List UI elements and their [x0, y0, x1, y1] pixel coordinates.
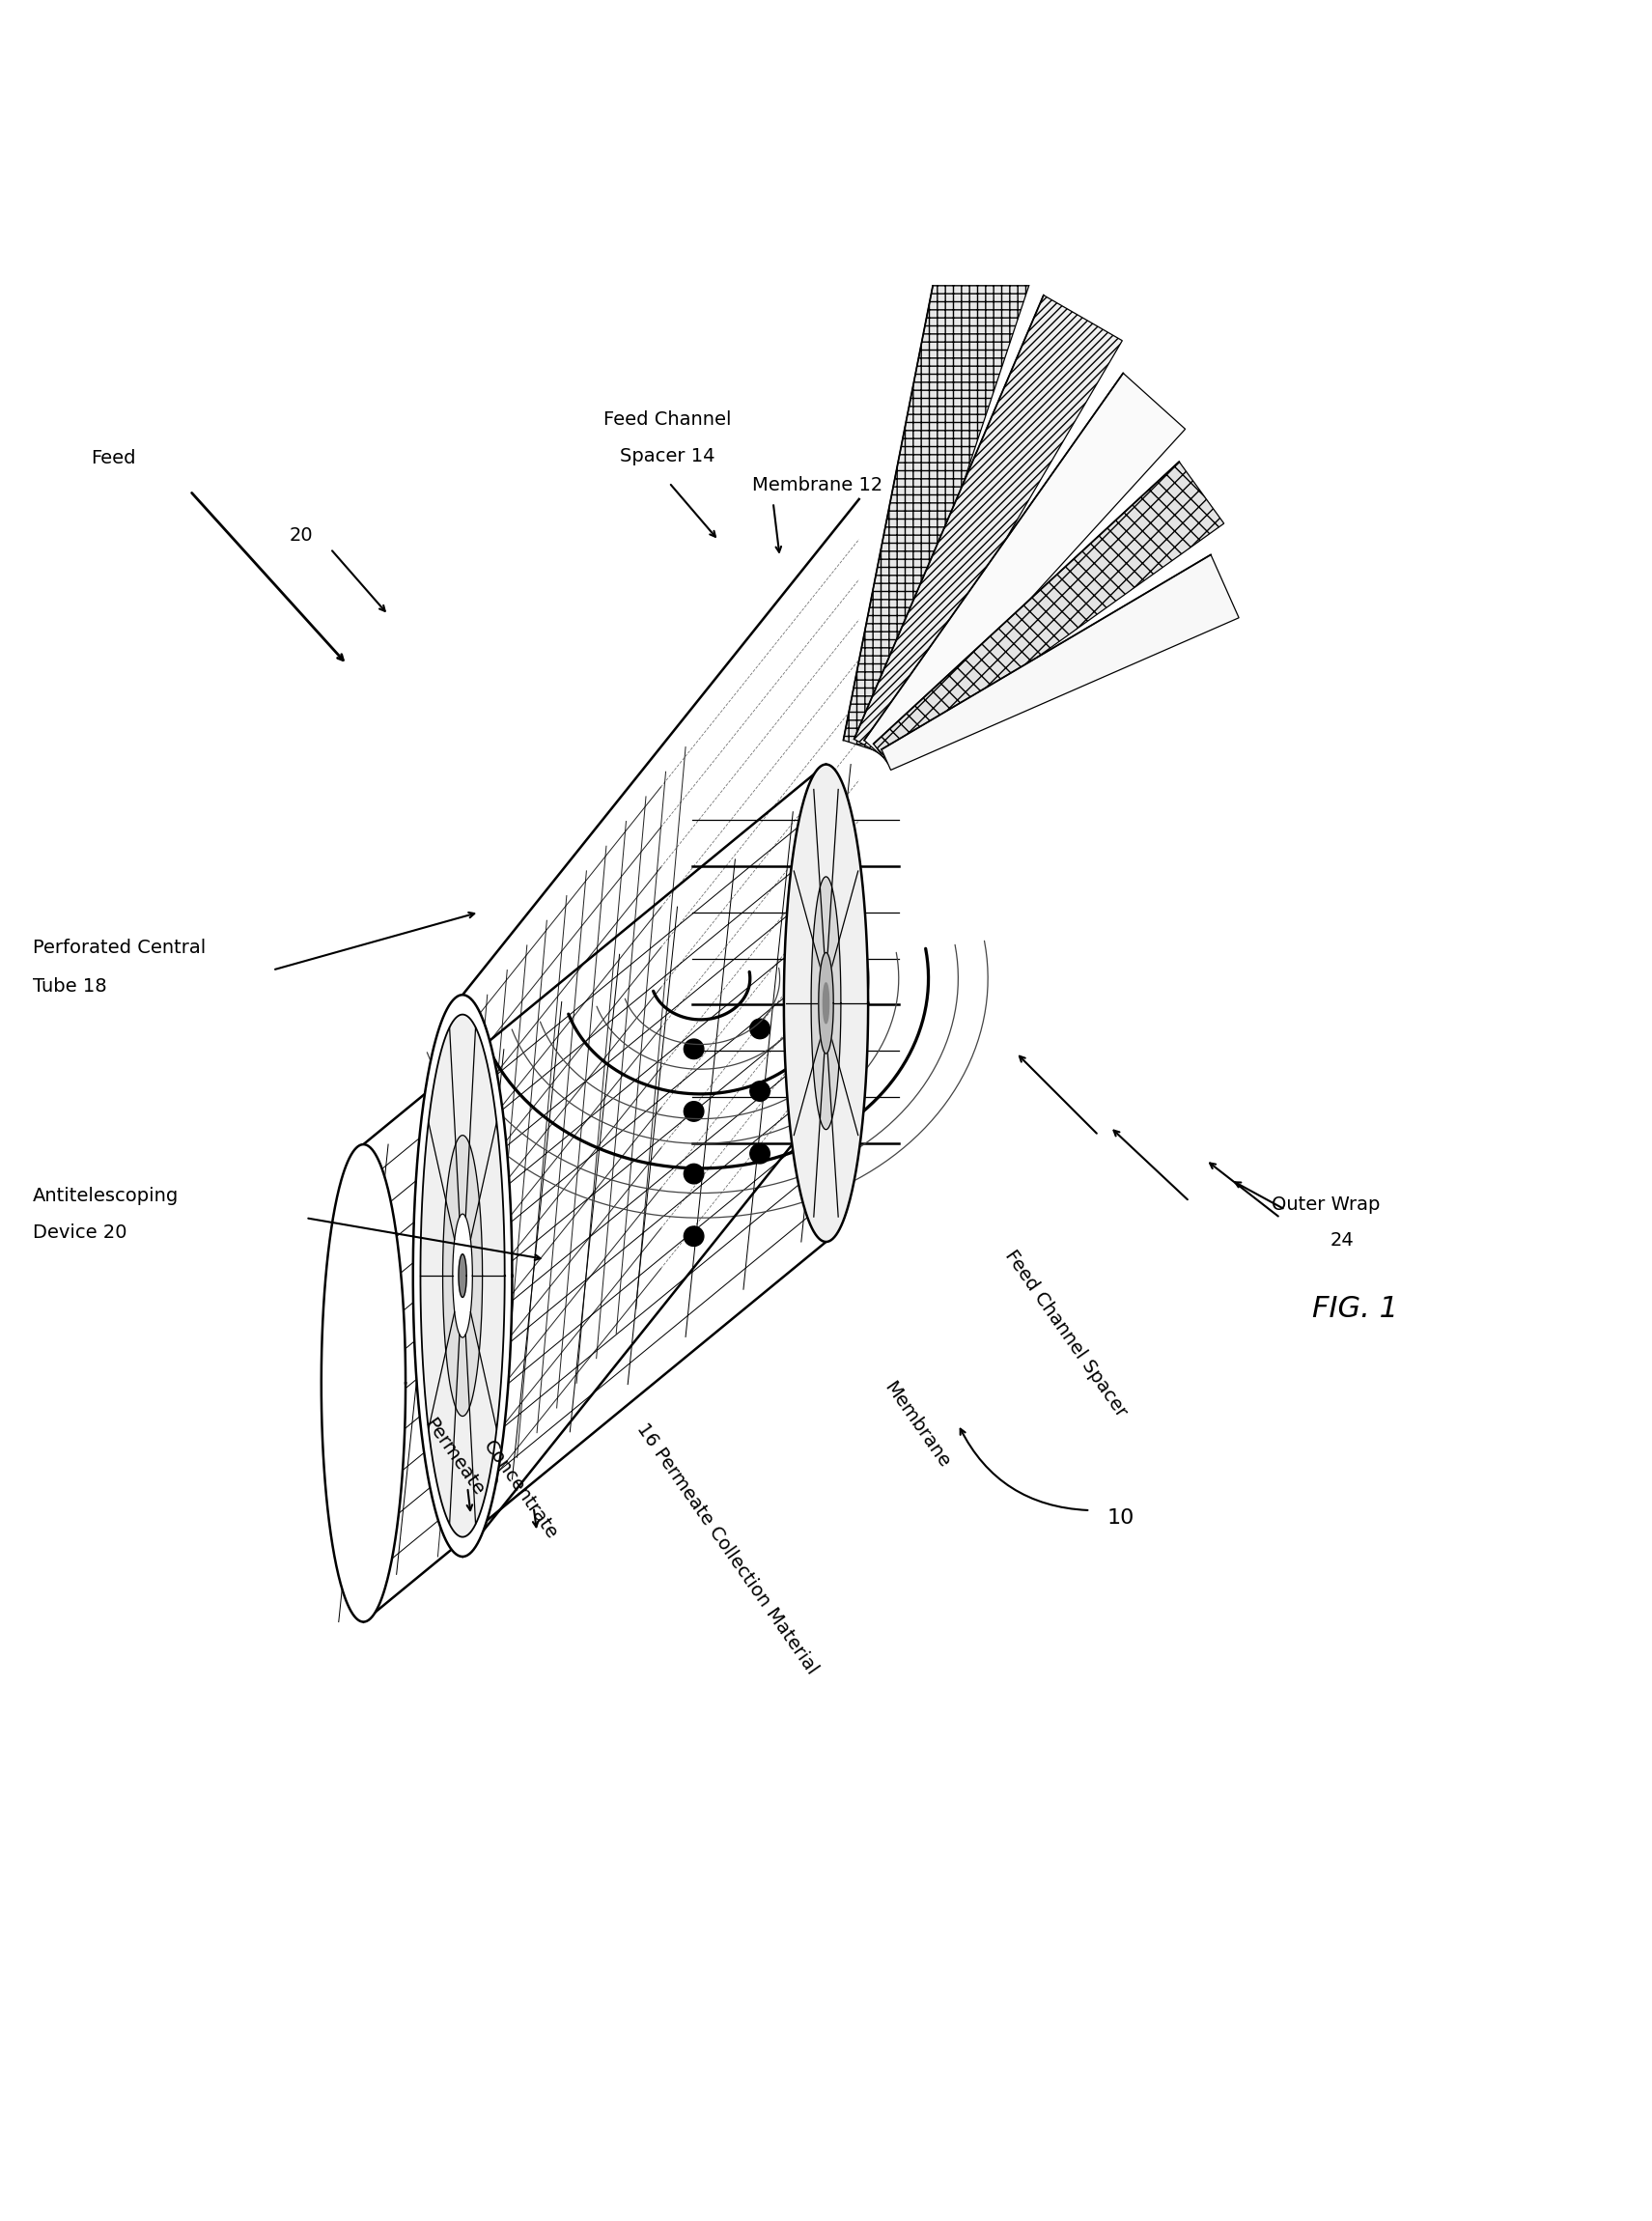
- Circle shape: [684, 1102, 704, 1122]
- Text: Membrane: Membrane: [881, 1377, 953, 1470]
- Polygon shape: [874, 462, 1224, 764]
- Text: Device 20: Device 20: [33, 1224, 127, 1242]
- Text: Antitelescoping: Antitelescoping: [33, 1186, 178, 1206]
- Polygon shape: [453, 1215, 472, 1337]
- Polygon shape: [811, 877, 841, 1130]
- Polygon shape: [314, 764, 876, 1621]
- Circle shape: [684, 1039, 704, 1059]
- Circle shape: [750, 1082, 770, 1102]
- Text: Feed Channel Spacer: Feed Channel Spacer: [1001, 1246, 1130, 1421]
- Text: Feed: Feed: [91, 449, 135, 466]
- Text: Tube 18: Tube 18: [33, 977, 107, 995]
- Polygon shape: [785, 764, 869, 1242]
- Polygon shape: [421, 1015, 506, 1537]
- Circle shape: [684, 1226, 704, 1246]
- Polygon shape: [819, 953, 833, 1053]
- Polygon shape: [459, 1255, 466, 1297]
- Text: Spacer 14: Spacer 14: [620, 446, 715, 464]
- Text: Perforated Central: Perforated Central: [33, 939, 206, 957]
- Text: 20: 20: [289, 526, 312, 544]
- Text: Membrane 12: Membrane 12: [752, 478, 882, 495]
- Text: 24: 24: [1330, 1230, 1353, 1250]
- Text: 16 Permeate Collection Material: 16 Permeate Collection Material: [633, 1419, 821, 1677]
- Circle shape: [750, 1019, 770, 1039]
- Polygon shape: [413, 995, 512, 1557]
- Text: FIG. 1: FIG. 1: [1312, 1295, 1398, 1324]
- Polygon shape: [413, 500, 909, 1557]
- Polygon shape: [322, 1144, 406, 1621]
- Polygon shape: [854, 295, 1122, 753]
- Text: Concentrate: Concentrate: [479, 1437, 562, 1544]
- Text: Outer Wrap: Outer Wrap: [1272, 1195, 1381, 1213]
- Polygon shape: [843, 218, 1041, 751]
- Text: Feed Channel: Feed Channel: [603, 411, 730, 429]
- Text: 10: 10: [1107, 1508, 1135, 1528]
- Text: Permeate: Permeate: [421, 1415, 487, 1499]
- Circle shape: [684, 1164, 704, 1184]
- Polygon shape: [443, 1135, 482, 1417]
- Polygon shape: [864, 373, 1184, 760]
- Circle shape: [816, 1062, 836, 1082]
- Polygon shape: [882, 555, 1239, 771]
- Circle shape: [750, 1144, 770, 1164]
- Polygon shape: [823, 984, 829, 1024]
